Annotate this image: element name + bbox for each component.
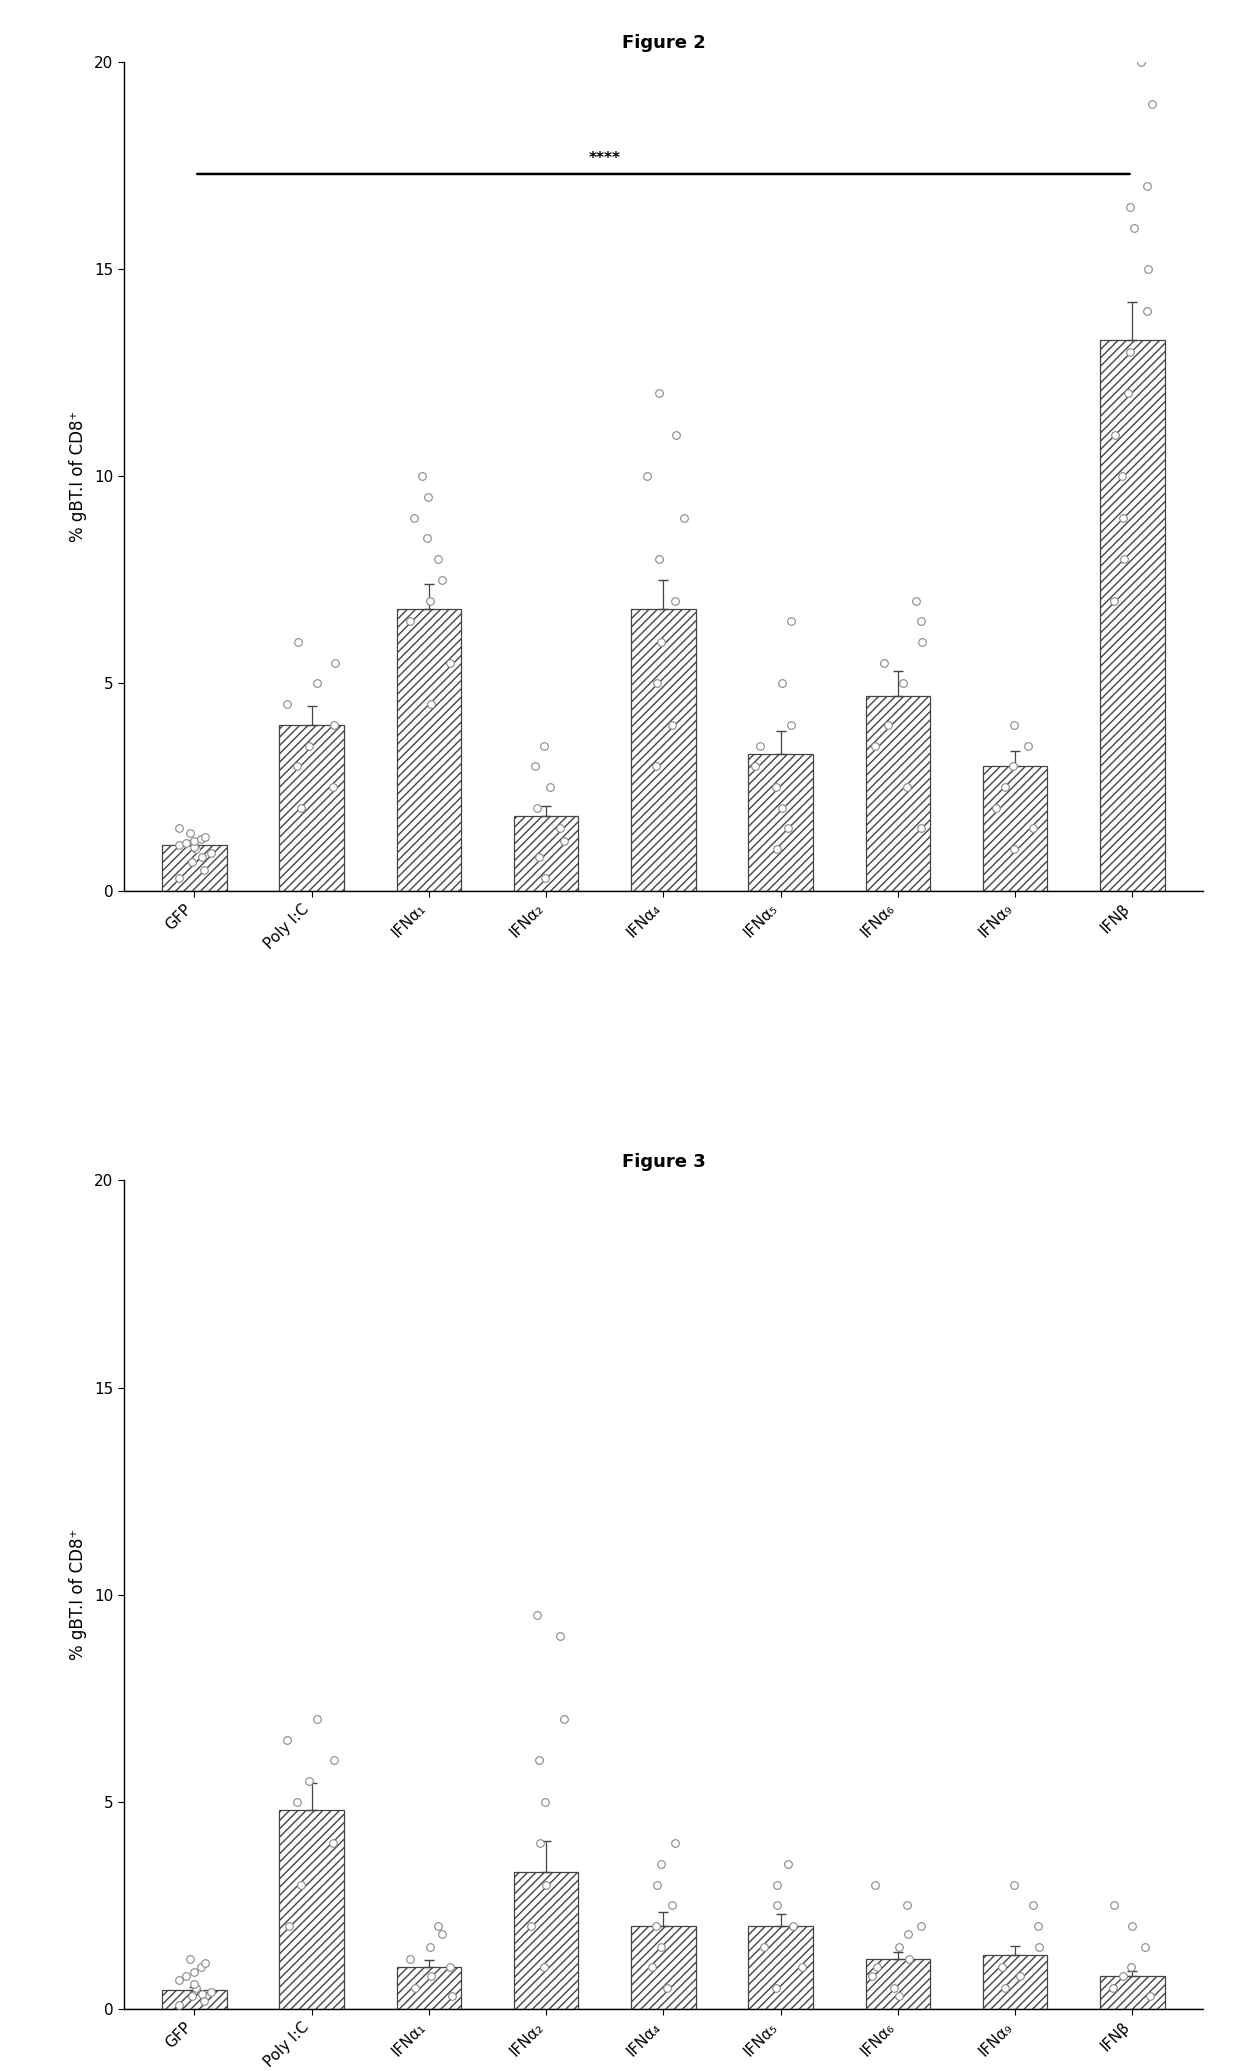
Bar [631, 609, 696, 891]
Bar [513, 1872, 578, 2009]
Bar [983, 766, 1048, 891]
Bar [162, 845, 227, 891]
Bar [749, 754, 813, 891]
Bar [162, 1990, 227, 2009]
Bar [1100, 340, 1164, 891]
Bar [513, 816, 578, 891]
Bar [749, 1926, 813, 2009]
Bar [279, 725, 343, 891]
Y-axis label: % gBT.I of CD8⁺: % gBT.I of CD8⁺ [69, 1528, 87, 1661]
Title: Figure 3: Figure 3 [621, 1154, 706, 1170]
Bar [1100, 1976, 1164, 2009]
Bar [866, 1959, 930, 2009]
Y-axis label: % gBT.I of CD8⁺: % gBT.I of CD8⁺ [69, 410, 87, 543]
Title: Figure 2: Figure 2 [621, 35, 706, 52]
Bar [983, 1955, 1048, 2009]
Bar [279, 1810, 343, 2009]
Bar [397, 609, 461, 891]
Bar [866, 696, 930, 891]
Bar [631, 1926, 696, 2009]
Bar [397, 1967, 461, 2009]
Text: ****: **** [589, 151, 621, 166]
